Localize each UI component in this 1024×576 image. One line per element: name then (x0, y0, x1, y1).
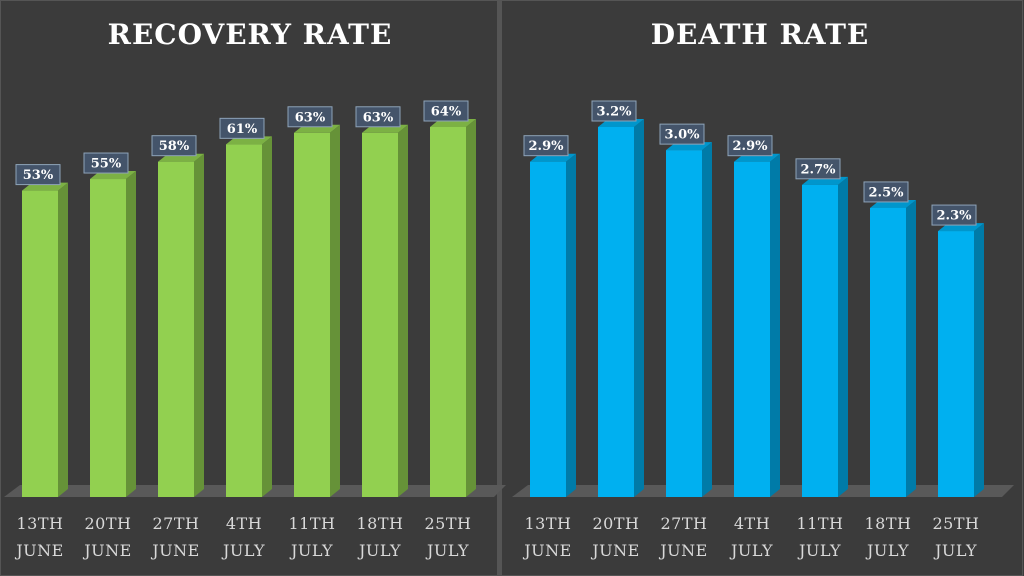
bar (530, 161, 566, 497)
bar (90, 179, 126, 497)
value-label-box (931, 204, 977, 226)
value-label: 63% (363, 110, 394, 125)
bar-side (58, 182, 68, 497)
bar (430, 127, 466, 497)
divider (498, 0, 501, 576)
x-tick-label: 4TH JULY (222, 514, 266, 560)
value-label: 2.5% (869, 185, 905, 200)
x-tick-label: 25TH JULY (932, 514, 980, 560)
bar-side (566, 153, 576, 497)
bar (870, 207, 906, 497)
bar-side (702, 142, 712, 497)
bar-side (906, 199, 916, 497)
bar (158, 161, 194, 497)
value-label: 64% (431, 105, 462, 120)
value-label: 2.9% (529, 139, 565, 154)
bar (938, 231, 974, 497)
chart-title: RECOVERY RATE (108, 18, 393, 51)
x-tick-label: 27TH JUNE (152, 514, 200, 560)
bar-side (194, 153, 204, 497)
bar-side (330, 124, 340, 497)
value-label: 2.9% (733, 139, 769, 154)
bar-side (398, 124, 408, 497)
bar-side (466, 119, 476, 497)
value-label-box (591, 100, 637, 122)
value-label: 2.3% (937, 209, 973, 224)
value-label-box (423, 100, 469, 122)
value-label-box (151, 135, 197, 157)
x-tick-label: 27TH JUNE (660, 514, 708, 560)
bar (734, 161, 770, 497)
bar (666, 150, 702, 497)
bar-side (262, 136, 272, 497)
bar-side (634, 119, 644, 497)
bar (598, 127, 634, 497)
value-label: 2.7% (801, 162, 837, 177)
x-tick-label: 20TH JUNE (84, 514, 132, 560)
value-label-box (523, 135, 569, 157)
value-label-box (15, 164, 61, 186)
value-label: 58% (159, 139, 190, 154)
bar (362, 132, 398, 497)
value-label-box (727, 135, 773, 157)
x-tick-label: 11TH JULY (796, 514, 844, 560)
bar (802, 184, 838, 497)
chart-title: DEATH RATE (651, 18, 870, 51)
x-tick-label: 18TH JULY (356, 514, 404, 560)
bar-side (770, 153, 780, 497)
bar-side (838, 176, 848, 497)
value-label: 3.0% (665, 128, 701, 143)
x-tick-label: 11TH JULY (288, 514, 336, 560)
value-label: 53% (23, 168, 54, 183)
value-label-box (795, 158, 841, 180)
x-tick-label: 25TH JULY (424, 514, 472, 560)
value-label: 61% (227, 122, 258, 137)
value-label-box (863, 181, 909, 203)
value-label: 3.2% (597, 105, 633, 120)
bar (294, 132, 330, 497)
bar-side (974, 223, 984, 497)
value-label-box (355, 106, 401, 128)
x-tick-label: 13TH JUNE (16, 514, 64, 560)
bar (226, 144, 262, 497)
value-label-box (287, 106, 333, 128)
value-label-box (659, 123, 705, 145)
value-label: 55% (91, 157, 122, 172)
x-tick-label: 13TH JUNE (524, 514, 572, 560)
value-label-box (219, 117, 265, 139)
bar (22, 190, 58, 497)
x-tick-label: 4TH JULY (730, 514, 774, 560)
x-tick-label: 20TH JUNE (592, 514, 640, 560)
x-tick-label: 18TH JULY (864, 514, 912, 560)
value-label: 63% (295, 110, 326, 125)
bar-side (126, 171, 136, 497)
value-label-box (83, 152, 129, 174)
